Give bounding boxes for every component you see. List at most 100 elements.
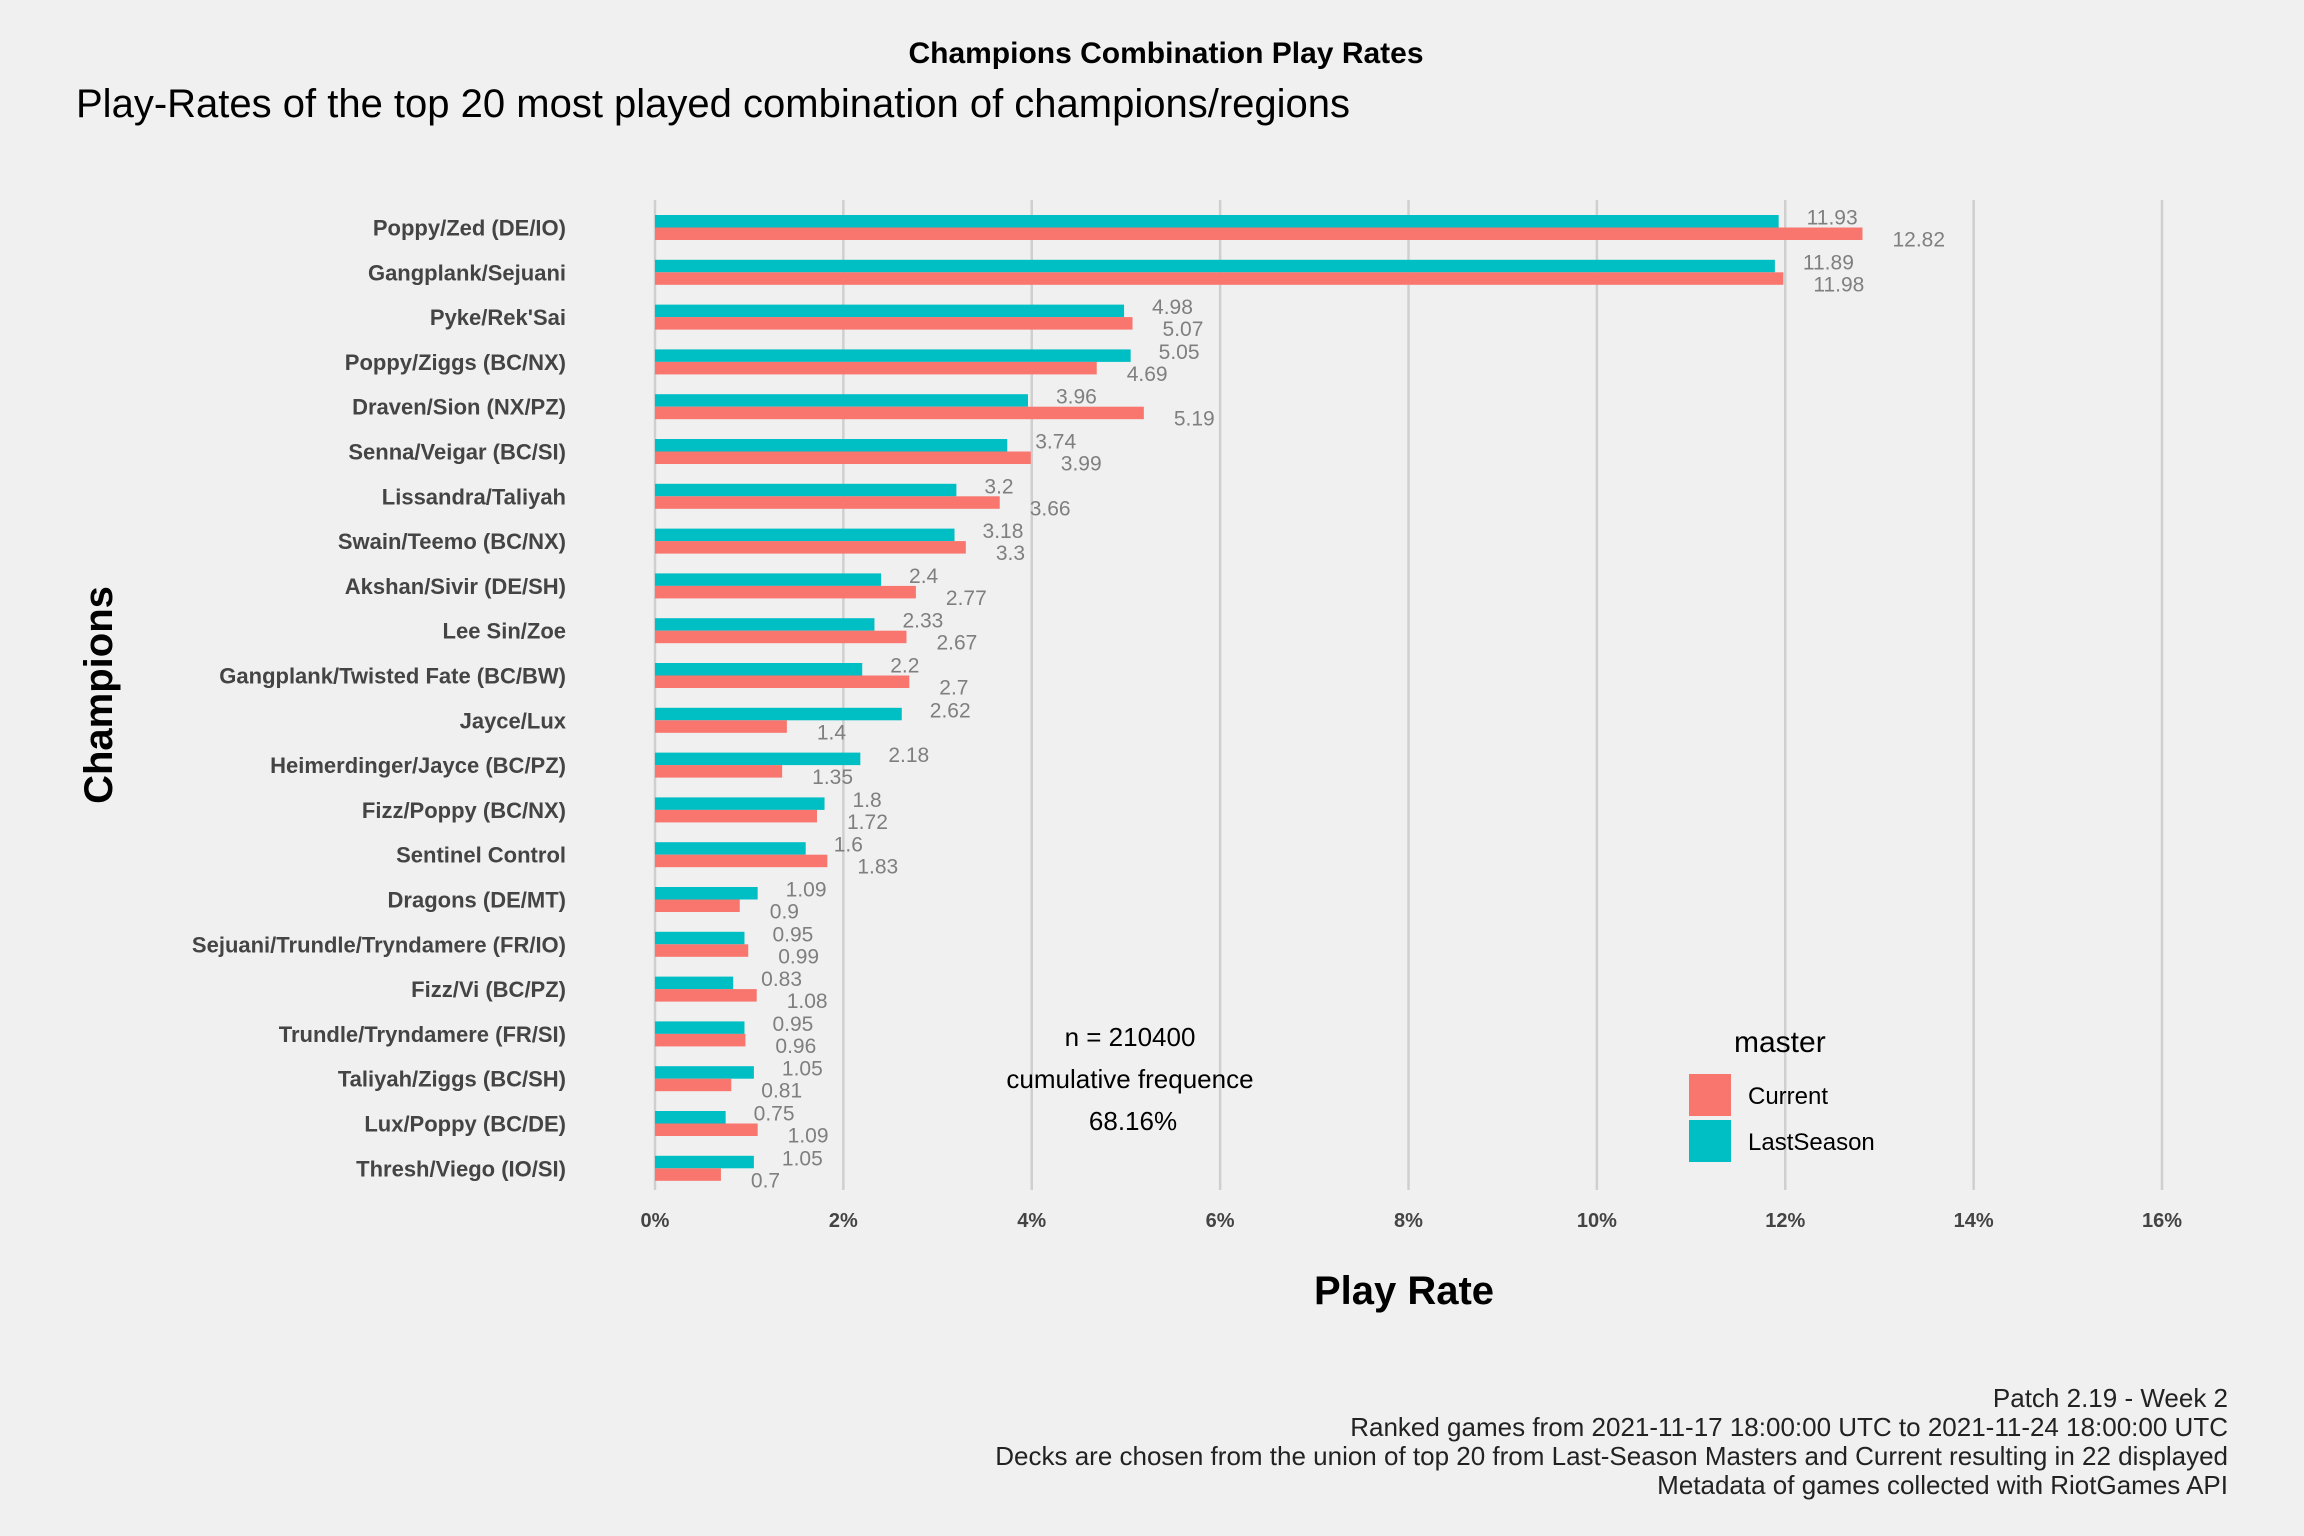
data-label-current: 11.98 <box>1813 273 1864 296</box>
data-label-lastseason: 4.98 <box>1152 296 1193 319</box>
data-label-lastseason: 1.8 <box>853 789 882 812</box>
bar-lastseason <box>655 663 863 676</box>
bar-current <box>655 585 916 599</box>
data-label-lastseason: 2.2 <box>890 655 919 678</box>
data-label-lastseason: 2.18 <box>888 744 929 767</box>
category-label: Heimerdinger/Jayce (BC/PZ) <box>270 753 566 778</box>
bar-lastseason <box>655 976 734 990</box>
bar-lastseason <box>655 483 957 497</box>
x-tick-label: 4% <box>1017 1210 1046 1232</box>
data-label-current: 0.9 <box>770 901 799 924</box>
data-label-current: 0.81 <box>761 1080 802 1103</box>
category-label: Trundle/Tryndamere (FR/SI) <box>279 1022 566 1047</box>
data-label-current: 2.67 <box>936 632 977 655</box>
data-label-current: 3.3 <box>996 542 1025 565</box>
bar-lastseason <box>655 887 758 900</box>
legend-swatch-current <box>1689 1074 1731 1116</box>
y-axis-label: Champions <box>77 586 121 804</box>
data-label-lastseason: 3.2 <box>984 475 1013 498</box>
data-label-current: 1.72 <box>847 811 888 834</box>
category-label: Sejuani/Trundle/Tryndamere (FR/IO) <box>192 932 566 957</box>
data-label-lastseason: 0.75 <box>754 1103 795 1126</box>
bar-lastseason <box>655 707 902 721</box>
bar-current <box>655 944 749 957</box>
data-label-lastseason: 0.95 <box>772 1013 813 1036</box>
x-tick-label: 8% <box>1394 1210 1423 1232</box>
bar-current <box>655 854 828 868</box>
category-labels: Poppy/Zed (DE/IO) Gangplank/Sejuani Pyke/R… <box>192 216 567 1182</box>
bar-current <box>655 765 783 778</box>
bar-current <box>655 451 1031 464</box>
data-label-lastseason: 11.93 <box>1807 207 1858 230</box>
caption-line-deck-selection: Decks are chosen from the union of top 2… <box>995 1441 2228 1471</box>
bar-lastseason <box>655 573 882 586</box>
data-label-lastseason: 2.33 <box>902 610 943 633</box>
data-label-current: 3.99 <box>1061 453 1102 476</box>
bar-lastseason <box>655 349 1131 362</box>
data-label-lastseason: 11.89 <box>1803 251 1854 274</box>
data-label-lastseason: 3.74 <box>1035 431 1076 454</box>
bar-current <box>655 630 907 644</box>
category-label: Swain/Teemo (BC/NX) <box>338 529 566 554</box>
category-label: Fizz/Vi (BC/PZ) <box>411 977 566 1002</box>
category-label: Fizz/Poppy (BC/NX) <box>362 798 566 823</box>
data-label-lastseason: 3.18 <box>983 520 1024 543</box>
category-label: Gangplank/Twisted Fate (BC/BW) <box>219 664 566 689</box>
chart-subtitle: Play-Rates of the top 20 most played com… <box>76 82 1350 126</box>
bar-lastseason <box>655 1111 726 1124</box>
category-label: Poppy/Ziggs (BC/NX) <box>345 350 566 375</box>
chart-title: Champions Combination Play Rates <box>908 37 1423 70</box>
x-tick-label: 12% <box>1765 1210 1805 1232</box>
caption-line-patch: Patch 2.19 - Week 2 <box>1992 1383 2228 1413</box>
data-label-current: 5.19 <box>1174 408 1215 431</box>
bar-lastseason <box>655 752 861 766</box>
bar-current <box>655 1123 758 1136</box>
category-label: Lee Sin/Zoe <box>443 619 566 644</box>
data-label-lastseason: 5.05 <box>1159 341 1200 364</box>
category-label: Gangplank/Sejuani <box>368 260 566 285</box>
category-label: Thresh/Viego (IO/SI) <box>356 1156 566 1181</box>
bar-current <box>655 809 818 823</box>
annotation-cumulative-value: 68.16% <box>1089 1106 1177 1136</box>
gridlines <box>653 200 2164 1190</box>
bar-lastseason <box>655 439 1008 452</box>
data-label-lastseason: 1.05 <box>782 1058 823 1081</box>
x-tick-labels: 0% 2% 4% 6% 8% 10% 12% 14% 16% <box>641 1210 2183 1232</box>
caption-line-date-range: Ranked games from 2021-11-17 18:00:00 UT… <box>1350 1412 2228 1442</box>
data-label-current: 0.7 <box>751 1169 780 1192</box>
x-tick-label: 16% <box>2142 1210 2182 1232</box>
data-label-lastseason: 0.83 <box>761 968 802 991</box>
legend-title: master <box>1734 1026 1826 1059</box>
bar-current <box>655 1033 746 1047</box>
data-label-current: 2.7 <box>939 677 968 700</box>
bar-lastseason <box>655 215 1779 228</box>
category-label: Jayce/Lux <box>460 708 567 733</box>
bar-current <box>655 899 740 912</box>
legend-swatch-lastseason <box>1689 1120 1731 1162</box>
bar-lastseason <box>655 931 745 945</box>
data-label-current: 1.83 <box>857 856 898 879</box>
bar-lastseason <box>655 304 1125 318</box>
annotation-n: n = 210400 <box>1065 1022 1196 1052</box>
bar-current <box>655 1168 721 1181</box>
data-label-current: 1.09 <box>788 1125 829 1148</box>
category-label: Taliyah/Ziggs (BC/SH) <box>338 1067 566 1092</box>
bar-current <box>655 317 1133 330</box>
bar-lastseason <box>655 618 875 631</box>
data-label-lastseason: 1.6 <box>834 834 863 857</box>
data-label-current: 4.69 <box>1127 363 1168 386</box>
bar-current <box>655 720 787 733</box>
data-label-current: 0.99 <box>778 945 819 968</box>
bar-lastseason <box>655 1021 745 1034</box>
data-label-lastseason: 2.4 <box>909 565 939 588</box>
data-label-current: 1.35 <box>812 766 853 789</box>
bar-current <box>655 1078 732 1092</box>
annotation: n = 210400 cumulative frequence 68.16% <box>1006 1022 1253 1136</box>
bar-current <box>655 541 966 554</box>
data-label-lastseason: 0.95 <box>772 923 813 946</box>
bar-lastseason <box>655 394 1028 407</box>
annotation-cumulative-label: cumulative frequence <box>1006 1064 1253 1094</box>
data-label-current: 0.96 <box>775 1035 816 1058</box>
data-label-lastseason: 2.62 <box>930 699 971 722</box>
